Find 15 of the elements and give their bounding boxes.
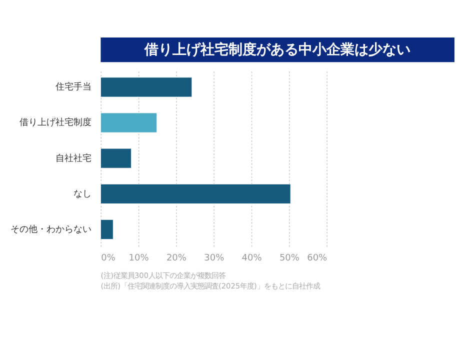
x-tick-label: 60%: [307, 254, 328, 264]
y-tick-label: なし: [73, 189, 92, 200]
x-tick-label: 40%: [242, 254, 262, 264]
chart-title: 借り上げ社宅制度がある中小企業は少ない: [144, 40, 411, 58]
y-tick-label: その他・わからない: [10, 224, 92, 235]
x-tick-label: 0%: [101, 254, 116, 264]
x-tick-label: 50%: [279, 254, 300, 264]
text: (出所)「住宅関連制度の導入実態調査(2025年度)」をもとに自社作成: [100, 282, 320, 291]
y-tick-label: 借り上げ社宅制度: [19, 117, 92, 128]
x-tick-label: 30%: [204, 254, 225, 264]
x-tick-label: 20%: [166, 254, 187, 264]
y-tick-label: 住宅手当: [55, 82, 92, 93]
text: (注)従業員300人以下の企業が複数回答: [100, 270, 226, 280]
y-tick-label: 自社社宅: [55, 152, 92, 164]
x-tick-label: 10%: [128, 254, 150, 264]
